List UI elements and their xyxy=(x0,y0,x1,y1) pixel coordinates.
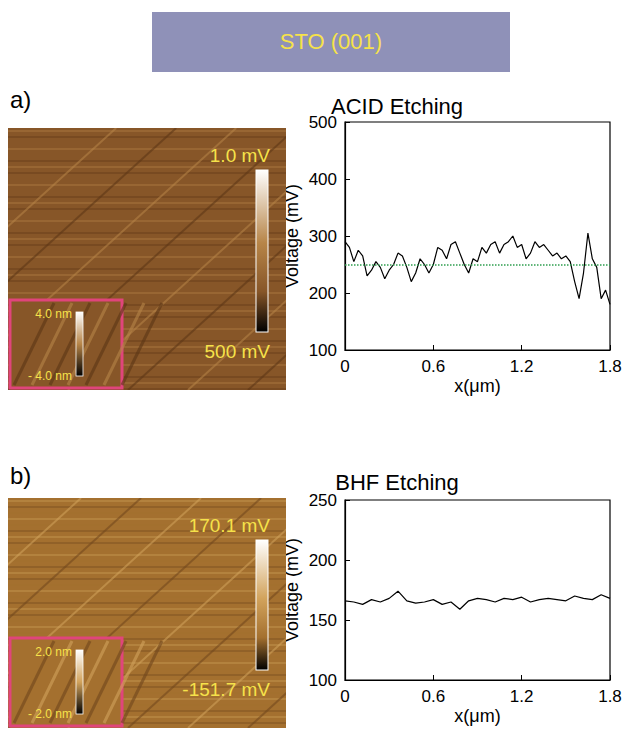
svg-text:100: 100 xyxy=(309,671,337,690)
svg-text:1.8: 1.8 xyxy=(598,687,622,706)
svg-text:x(μm): x(μm) xyxy=(454,376,500,396)
svg-text:500 mV: 500 mV xyxy=(205,341,271,362)
svg-text:100: 100 xyxy=(309,341,337,360)
svg-text:0: 0 xyxy=(340,357,349,376)
svg-text:0.6: 0.6 xyxy=(422,687,446,706)
html-text:b): b) xyxy=(10,462,32,489)
svg-text:x(μm): x(μm) xyxy=(454,706,500,726)
svg-text:200: 200 xyxy=(309,284,337,303)
svg-text:1.8: 1.8 xyxy=(598,357,622,376)
svg-text:4.0 nm: 4.0 nm xyxy=(35,307,72,321)
svg-text:0: 0 xyxy=(340,687,349,706)
svg-text:Voltage (mV): Voltage (mV) xyxy=(282,184,302,288)
svg-text:250: 250 xyxy=(309,491,337,510)
svg-text:2.0 nm: 2.0 nm xyxy=(35,645,72,659)
svg-text:400: 400 xyxy=(309,170,337,189)
svg-text:Voltage (mV): Voltage (mV) xyxy=(282,538,302,642)
svg-text:0.6: 0.6 xyxy=(422,357,446,376)
svg-text:200: 200 xyxy=(309,551,337,570)
svg-text:1.0 mV: 1.0 mV xyxy=(210,145,271,166)
svg-text:170.1 mV: 170.1 mV xyxy=(189,515,271,536)
svg-text:500: 500 xyxy=(308,112,337,132)
svg-text:300: 300 xyxy=(309,227,337,246)
svg-text:- 2.0 nm: - 2.0 nm xyxy=(28,707,72,721)
svg-text:BHF Etching: BHF Etching xyxy=(335,470,459,495)
svg-text:1.2: 1.2 xyxy=(510,687,534,706)
svg-text:- 4.0 nm: - 4.0 nm xyxy=(28,369,72,383)
svg-text:1.2: 1.2 xyxy=(510,357,534,376)
svg-text:-151.7 mV: -151.7 mV xyxy=(182,679,270,700)
html-text:STO (001): STO (001) xyxy=(279,29,383,54)
html-text:a): a) xyxy=(10,86,32,113)
svg-text:150: 150 xyxy=(309,611,337,630)
svg-text:ACID Etching: ACID Etching xyxy=(331,94,463,119)
